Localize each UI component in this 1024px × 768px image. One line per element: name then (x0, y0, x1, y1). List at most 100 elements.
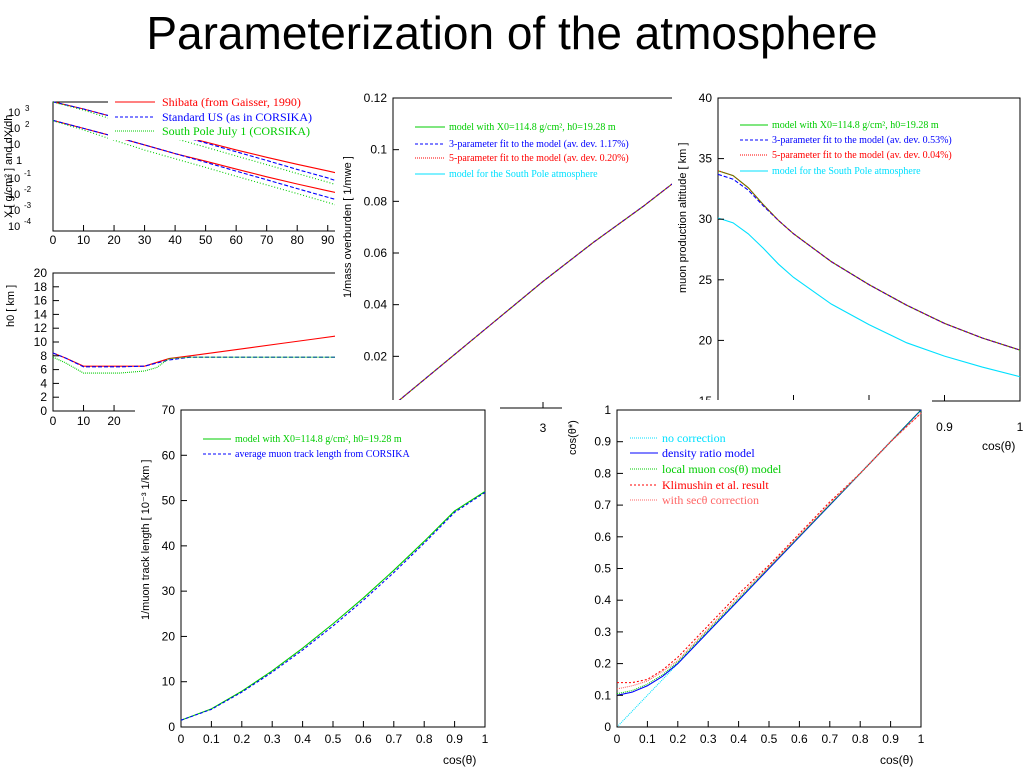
y-tick-labels: 0 10 20 30 40 50 60 70 (162, 403, 187, 734)
series-line-2 (616, 409, 922, 695)
slide-title: Parameterization of the atmosphere (146, 7, 878, 59)
y-tick-label: 0.2 (594, 657, 611, 671)
ytick-1e-4: 10 (8, 221, 20, 233)
x-tick-label: 0 (50, 414, 57, 428)
x-tick-label: 0.5 (325, 732, 342, 746)
x-tick-label: 0.4 (730, 732, 747, 746)
y-tick-label: 0.4 (594, 593, 611, 607)
series-line-4 (616, 412, 922, 690)
x-tick-labels: 0 0.1 0.2 0.3 0.4 0.5 0.6 0.7 0.8 0.9 1 (614, 721, 925, 746)
y-tick-label: 1 (604, 403, 611, 417)
legend-south-pole: South Pole July 1 (CORSIKA) (162, 124, 310, 138)
ytick-1e-3: 10 (8, 205, 20, 217)
y-tick-label: 0.6 (594, 530, 611, 544)
legend-5param: 5-parameter fit to the model (av. dev. 0… (449, 153, 629, 164)
x-tick-label: 10 (77, 414, 91, 428)
x-tick-labels: 0 0.1 0.2 0.3 0.4 0.5 0.6 0.7 0.8 0.9 1 (178, 721, 489, 746)
series-lines (392, 175, 684, 406)
muon-track-length-chart: 0 10 20 30 40 50 60 70 0 0.1 0.2 0.3 0.4 0.5 0.6 0.7 0.… (135, 400, 500, 768)
series-lines (717, 170, 1021, 378)
x-axis-label: cos(θ) (880, 753, 913, 767)
legend-shibata: Shibata (from Gaisser, 1990) (162, 95, 301, 109)
series-line-1 (180, 491, 486, 721)
series-line-0 (180, 491, 486, 721)
x-tick-label: 70 (260, 233, 274, 247)
y-axis-label: X [ g/cm² ] and dX/dh (3, 115, 15, 218)
y-tick-label: 35 (699, 152, 713, 166)
series-line-0 (52, 334, 344, 367)
legend-density-ratio: density ratio model (662, 446, 755, 460)
y-tick-label: 30 (162, 584, 176, 598)
legend-no-correction: no correction (662, 431, 726, 445)
x-tick-label: 10 (77, 233, 91, 247)
svg-text:-1: -1 (24, 169, 32, 178)
series-line-1 (717, 173, 1021, 351)
y-axis-label: 1/mass overburden [ 1/mwe ] (342, 156, 354, 298)
y-tick-label: 0.1 (594, 688, 611, 702)
legend-south-pole: model for the South Pole atmosphere (449, 169, 598, 180)
y-tick-label: 50 (162, 494, 176, 508)
x-tick-label: 0.8 (852, 732, 869, 746)
x-tick-label: 80 (291, 233, 305, 247)
x-tick-label: 0.7 (385, 732, 402, 746)
x-tick-label: 1 (918, 732, 925, 746)
series-line-4 (52, 119, 344, 203)
series-line-0 (392, 175, 684, 406)
x-tick-label: 0.1 (203, 732, 220, 746)
x-tick-label: 0 (50, 233, 57, 247)
series-line-5 (52, 120, 344, 208)
y-tick-label: 18 (34, 280, 48, 294)
y-tick-label: 0.5 (594, 562, 611, 576)
x-tick-label: 30 (138, 233, 152, 247)
x-tick-label: 50 (199, 233, 213, 247)
legend-local-muon: local muon cos(θ) model (662, 462, 782, 476)
x-tick-label: 0.9 (446, 732, 463, 746)
series-line-2 (52, 101, 344, 188)
x-tick-label: 0.9 (882, 732, 899, 746)
legend-sec-correction: with secθ correction (662, 493, 759, 507)
y-tick-label: 20 (699, 333, 713, 347)
y-tick-label: 70 (162, 403, 176, 417)
series-line-1 (52, 352, 343, 368)
x-tick-label: 0 (178, 732, 185, 746)
y-tick-label: 10 (162, 675, 176, 689)
series-lines (52, 334, 344, 374)
y-tick-label: 10 (34, 335, 48, 349)
svg-text:-3: -3 (24, 201, 32, 210)
y-axis-label: h0 [ km ] (5, 285, 17, 327)
y-tick-label: 0 (40, 404, 47, 418)
ytick-1e-2: 10 (8, 189, 20, 201)
y-tick-label: 8 (40, 349, 47, 363)
ytick-1e1: 10 (8, 139, 20, 151)
y-tick-labels: 0.02 0.04 0.06 0.08 0.1 0.12 (364, 91, 399, 363)
x-tick-label: 0.6 (355, 732, 372, 746)
y-tick-labels: 0 0.1 0.2 0.3 0.4 0.5 0.6 0.7 0.8 0.9 1 (594, 403, 623, 734)
x-tick-label: 0.3 (700, 732, 717, 746)
y-tick-label: 14 (34, 307, 48, 321)
y-tick-label: 0.7 (594, 498, 611, 512)
y-tick-label: 2 (40, 390, 47, 404)
svg-text:2: 2 (25, 120, 30, 129)
y-tick-label: 0.08 (364, 194, 388, 208)
x-tick-label: 60 (229, 233, 243, 247)
y-tick-label: 0.06 (364, 246, 388, 260)
x-axis-label: cos(θ) (982, 439, 1015, 453)
y-tick-label: 25 (699, 273, 713, 287)
series-line-0 (52, 101, 344, 175)
series-lines (52, 101, 344, 208)
ytick-1e-1: 10 (8, 173, 20, 185)
y-tick-label: 0.9 (594, 435, 611, 449)
legend-model: model with X0=114.8 g/cm², h0=19.28 m (449, 122, 616, 133)
legend-corsika: average muon track length from CORSIKA (235, 449, 410, 460)
ytick-1e3: 10 (8, 107, 20, 119)
svg-text:-4: -4 (24, 217, 32, 226)
y-tick-label: 60 (162, 448, 176, 462)
y-tick-label: 4 (40, 376, 47, 390)
y-tick-label: 0.02 (364, 349, 388, 363)
ytick-1: 1 (16, 155, 22, 167)
y-tick-label: 0.12 (364, 91, 388, 105)
x-tick-label: 0.8 (416, 732, 433, 746)
y-tick-label: 30 (699, 212, 713, 226)
